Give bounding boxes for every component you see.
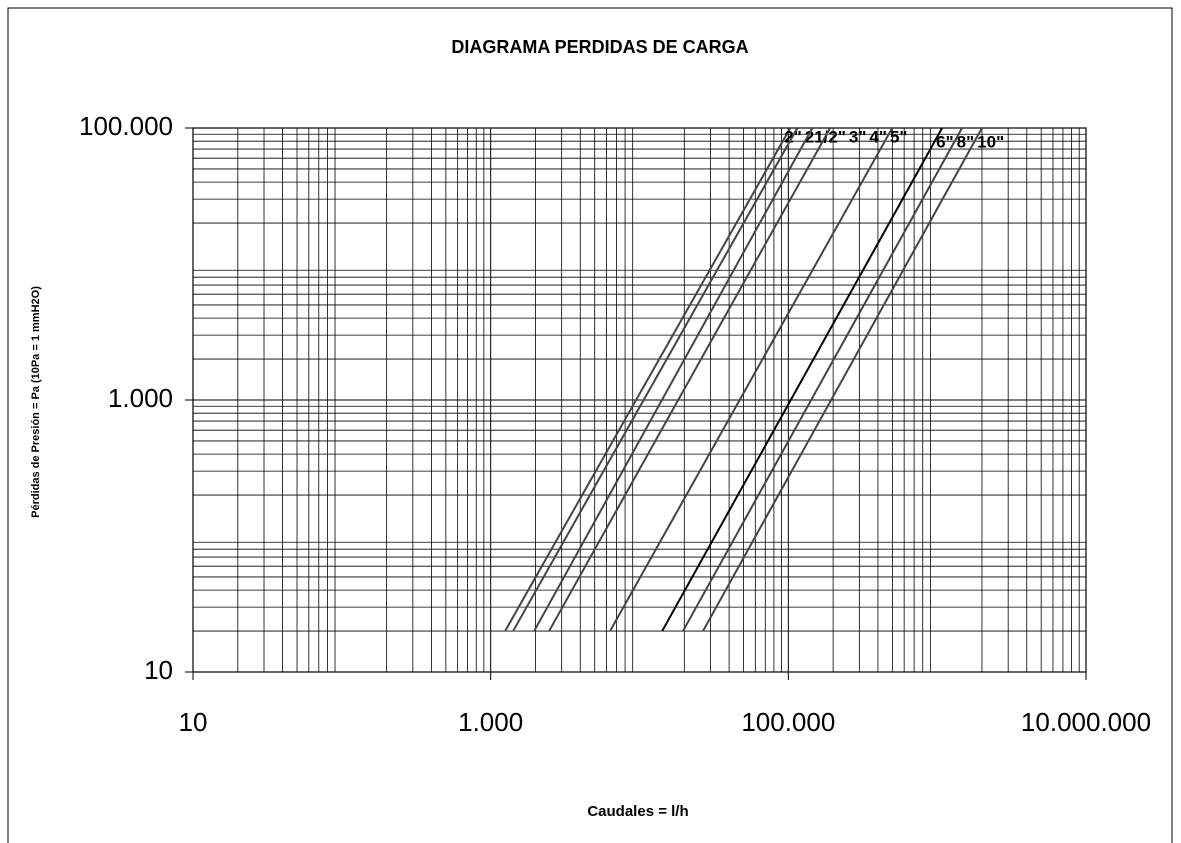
series-label: 10" <box>977 132 1004 151</box>
chart-title: DIAGRAMA PERDIDAS DE CARGA <box>451 37 748 57</box>
y-tick-label: 1.000 <box>108 383 173 413</box>
y-axis-label: Pérdidas de Presión = Pa (10Pa = 1 mmH2O… <box>30 286 42 518</box>
series-line <box>702 127 983 632</box>
series-line <box>548 127 832 632</box>
x-axis-label: Caudales = l/h <box>587 803 688 820</box>
series-label: 5" <box>890 127 908 146</box>
y-tick-label: 10 <box>144 655 173 685</box>
x-tick-label: 10 <box>179 707 208 737</box>
chart-border <box>7 7 1173 843</box>
series-label: 4" <box>869 127 887 146</box>
x-tick-label: 10.000.000 <box>1021 707 1151 737</box>
y-tick-label: 100.000 <box>79 111 173 141</box>
series-label: 3" <box>849 127 867 146</box>
series-line <box>512 127 799 632</box>
plot-frame <box>192 127 1087 673</box>
series-line <box>661 127 944 632</box>
series-label: 8" <box>957 132 975 151</box>
series-line <box>609 127 894 632</box>
series-line <box>504 127 792 632</box>
series-label: 6" <box>936 132 954 151</box>
series-line <box>533 127 814 632</box>
series-line <box>682 127 963 632</box>
x-tick-label: 100.000 <box>741 707 835 737</box>
x-tick-label: 1.000 <box>458 707 523 737</box>
